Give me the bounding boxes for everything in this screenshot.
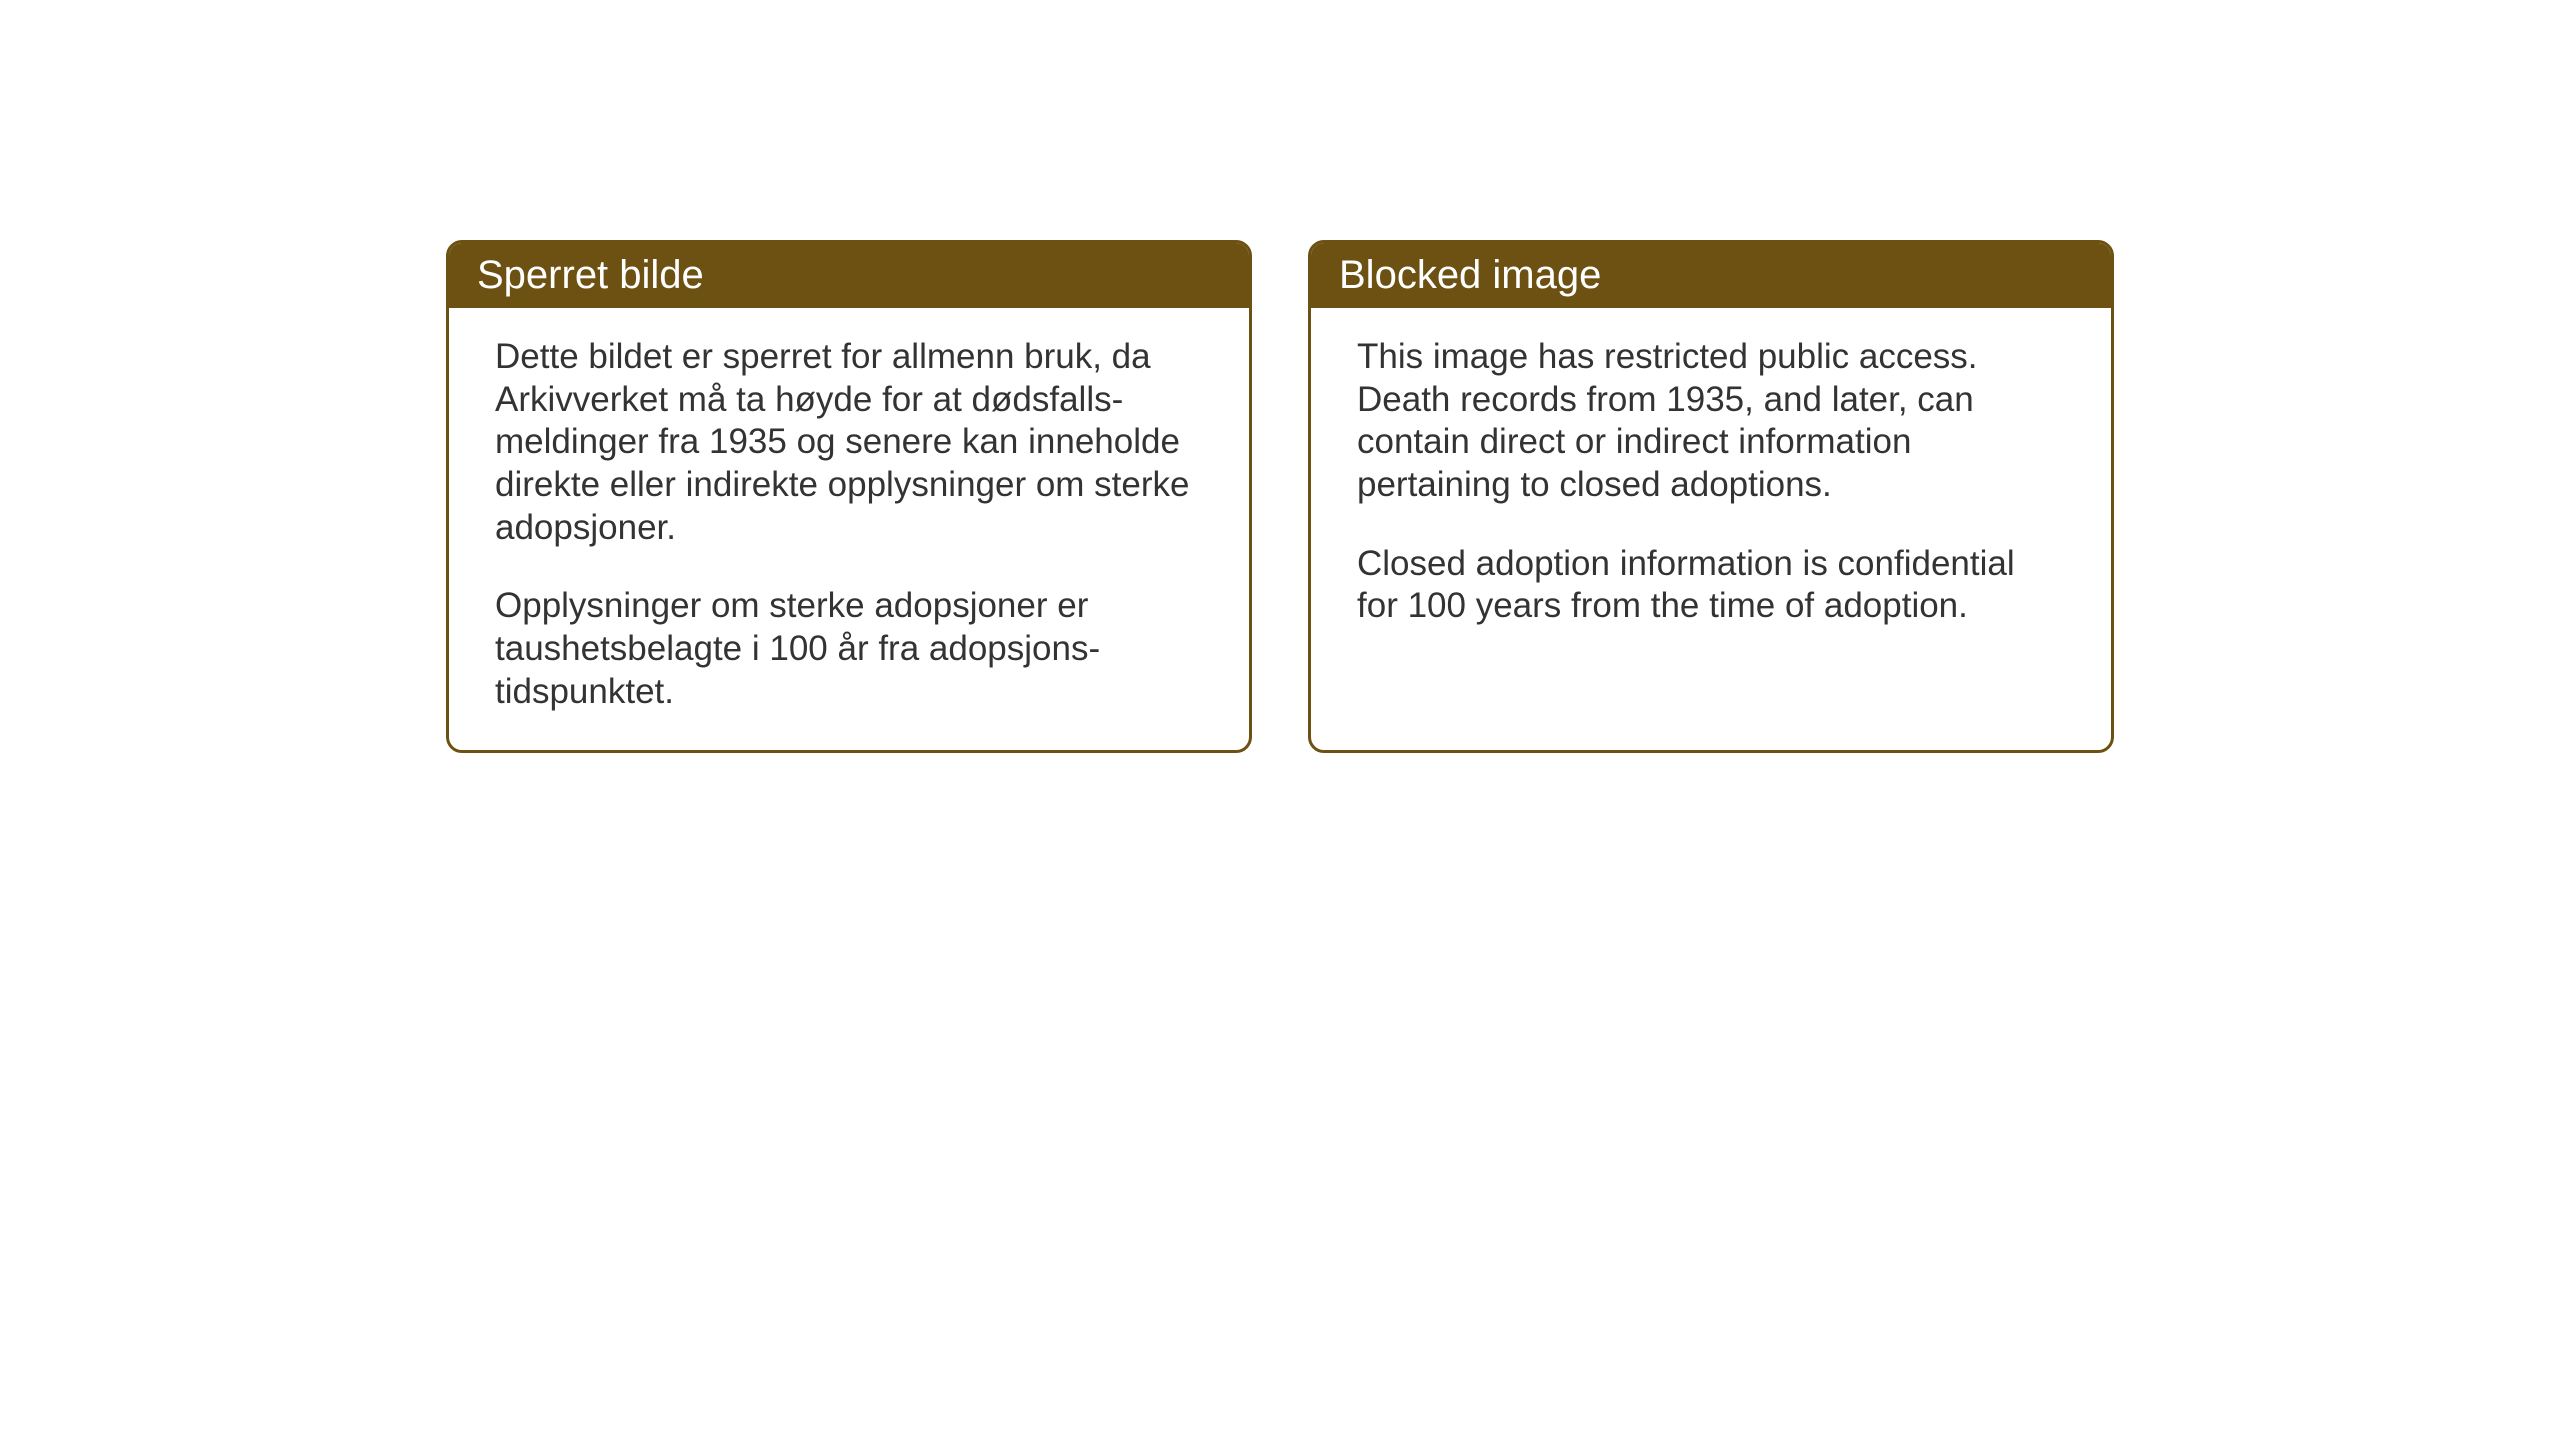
notice-title-norwegian: Sperret bilde	[477, 253, 704, 297]
notice-title-english: Blocked image	[1339, 253, 1601, 297]
notice-container: Sperret bilde Dette bildet er sperret fo…	[446, 240, 2114, 753]
notice-box-english: Blocked image This image has restricted …	[1308, 240, 2114, 753]
notice-header-norwegian: Sperret bilde	[449, 243, 1249, 308]
notice-header-english: Blocked image	[1311, 243, 2111, 308]
notice-paragraph-1-norwegian: Dette bildet er sperret for allmenn bruk…	[495, 336, 1203, 549]
notice-box-norwegian: Sperret bilde Dette bildet er sperret fo…	[446, 240, 1252, 753]
notice-body-norwegian: Dette bildet er sperret for allmenn bruk…	[449, 308, 1249, 750]
notice-paragraph-1-english: This image has restricted public access.…	[1357, 336, 2065, 507]
notice-paragraph-2-norwegian: Opplysninger om sterke adopsjoner er tau…	[495, 585, 1203, 713]
notice-body-english: This image has restricted public access.…	[1311, 308, 2111, 664]
notice-paragraph-2-english: Closed adoption information is confident…	[1357, 543, 2065, 628]
